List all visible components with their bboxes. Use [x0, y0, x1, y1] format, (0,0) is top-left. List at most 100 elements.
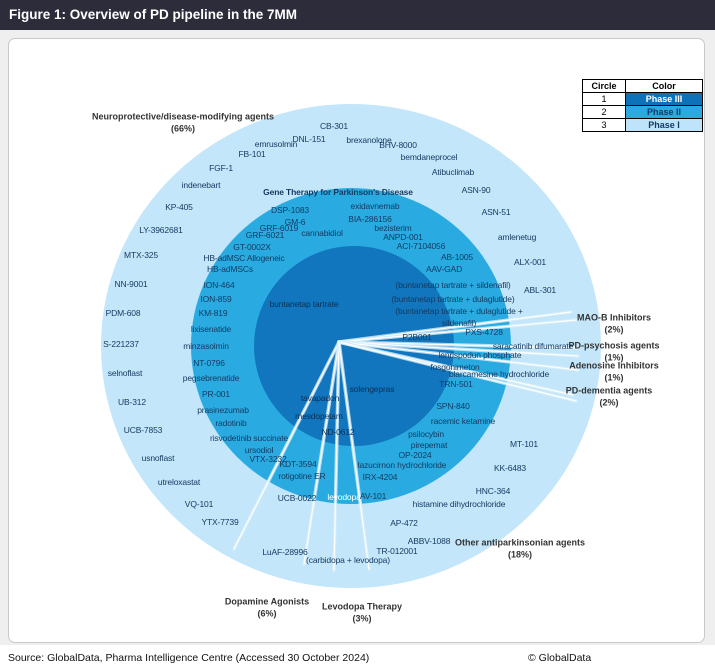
drug-label: lenrispodun phosphate: [438, 349, 522, 360]
drug-label: racemic ketamine: [430, 415, 496, 426]
drug-label: tavapadon: [300, 392, 340, 403]
drug-label: ION-464: [203, 279, 235, 290]
drug-label: KM-819: [198, 307, 228, 318]
drug-label: lazucirnon hydrochloride: [357, 459, 447, 470]
drug-label: ND-0612: [321, 426, 355, 437]
legend-phase-swatch: Phase II: [625, 105, 703, 119]
drug-label: minzasolmin: [183, 340, 229, 351]
drug-label: KDT-3594: [279, 458, 317, 469]
drug-label: MT-101: [510, 438, 538, 449]
legend-circle-number: 2: [582, 105, 626, 119]
drug-label: GRF-6019: [259, 222, 299, 233]
category-label: Adenosine Inhibitors (1%): [569, 360, 659, 382]
drug-label: SPN-840: [436, 400, 470, 411]
drug-label: risvodetinib succinate: [210, 432, 288, 443]
drug-label: ABBV-1088: [407, 535, 451, 546]
drug-label: FGF-1: [209, 162, 233, 173]
drug-label: ANPD-001: [383, 231, 423, 242]
drug-label: prasinezumab: [197, 404, 249, 415]
drug-label: AV-101: [359, 490, 387, 501]
drug-label: GRF-6021: [245, 229, 285, 240]
figure-panel: Circle Color 1 Phase III 2 Phase II 3 Phase I…: [8, 38, 705, 643]
drug-label: HB-adMSC Allogeneic: [203, 252, 285, 263]
drug-label: (buntanetap tartrate + dulaglutide +: [395, 305, 523, 316]
drug-label: saracatinib difumarate: [492, 340, 574, 351]
drug-label: AB-1005: [440, 251, 474, 262]
drug-label: TRN-501: [439, 378, 473, 389]
legend-circle-number: 1: [582, 92, 626, 106]
drug-label: amlenetug: [497, 231, 537, 242]
drug-label: lixisenatide: [190, 323, 232, 334]
drug-label: bemdaneprocel: [400, 151, 458, 162]
drug-label: ABL-301: [523, 284, 557, 295]
drug-label: OP-2024: [398, 449, 432, 460]
legend-circle-number: 3: [582, 118, 626, 132]
drug-label: GT-0002X: [233, 241, 271, 252]
drug-label: PDM-608: [105, 307, 141, 318]
category-label: Dopamine Agonists (6%): [224, 596, 310, 618]
legend-row: 3 Phase I: [582, 118, 703, 132]
drug-label: DNL-151: [292, 133, 326, 144]
footer-bar: [0, 645, 715, 672]
drug-label: FB-101: [238, 148, 266, 159]
drug-label: utreloxastat: [157, 476, 201, 487]
drug-label: AP-472: [390, 517, 418, 528]
category-label: PD-dementia agents (2%): [565, 385, 653, 407]
drug-label: ALX-001: [513, 256, 547, 267]
drug-label: mesdopetam: [295, 410, 343, 421]
drug-label: blarcamesine hydrochloride: [448, 368, 550, 379]
drug-label: VQ-101: [184, 498, 214, 509]
drug-label: YTX-7739: [201, 516, 239, 527]
drug-label: indenebart: [181, 179, 221, 190]
drug-label: GM-6: [284, 216, 306, 227]
source-text: Source: GlobalData, Pharma Intelligence …: [8, 652, 370, 664]
drug-label: sildenafil): [441, 317, 477, 328]
drug-label: (buntanetap tartrate + sildenafil): [395, 279, 511, 290]
drug-label: UCB-0022: [277, 492, 317, 503]
drug-label: exidavnemab: [350, 200, 400, 211]
drug-label: PR-001: [202, 388, 230, 399]
drug-label: HB-adMSCs: [207, 263, 253, 274]
group-header-label: Gene Therapy for Parkinson's Disease: [263, 186, 413, 197]
drug-label: (carbidopa + levodopa): [306, 554, 390, 565]
drug-label: ION-859: [200, 293, 232, 304]
drug-label: ursodiol: [244, 444, 274, 455]
drug-label: NT-0796: [193, 357, 225, 368]
drug-label: (buntanetap tartrate + dulaglutide): [391, 293, 515, 304]
drug-label: UB-312: [118, 396, 146, 407]
drug-label: cannabidiol: [301, 227, 343, 238]
drug-label: AAV-GAD: [425, 263, 463, 274]
drug-label: LY-3962681: [139, 224, 183, 235]
drug-label: emrusolmin: [254, 138, 298, 149]
phase3-ring: [254, 246, 454, 446]
drug-label: TR-012001: [376, 545, 418, 556]
drug-label: NN-9001: [114, 278, 148, 289]
drug-label: brexanolone: [346, 134, 392, 145]
drug-label: Atibuclimab: [431, 166, 475, 177]
drug-label: buntanetap tartrate: [269, 298, 339, 309]
drug-label: LuAF-28996: [262, 546, 308, 557]
drug-label: P2B001: [402, 331, 432, 342]
drug-label: S-221237: [103, 338, 139, 349]
drug-label: KK-6483: [493, 462, 527, 473]
category-label: Levodopa Therapy (3%): [321, 601, 403, 623]
drug-label: pegsebrenatide: [182, 372, 240, 383]
drug-label: MTX-325: [124, 249, 158, 260]
drug-label: radotinib: [215, 417, 247, 428]
drug-label: IRX-4204: [362, 471, 398, 482]
drug-label: ACI-7104056: [396, 240, 446, 251]
figure-title: Figure 1: Overview of PD pipeline in the…: [0, 0, 715, 30]
drug-label: BHV-8000: [379, 139, 417, 150]
drug-label: HNC-364: [475, 485, 511, 496]
category-label: Other antiparkinsonian agents (18%): [454, 537, 586, 559]
legend-table: Circle Color 1 Phase III 2 Phase II 3 Phase I: [582, 79, 703, 132]
drug-label: rotigotine ER: [278, 470, 326, 481]
drug-label: usnoflast: [141, 452, 175, 463]
drug-label: histamine dihydrochloride: [412, 498, 506, 509]
drug-label: solengepras: [349, 383, 395, 394]
copyright-text: © GlobalData: [528, 652, 592, 664]
drug-label: KP-405: [165, 201, 193, 212]
drug-label: CB-301: [320, 120, 348, 131]
drug-label: BIA-286156: [348, 213, 392, 224]
drug-label: pirepemat: [410, 439, 448, 450]
